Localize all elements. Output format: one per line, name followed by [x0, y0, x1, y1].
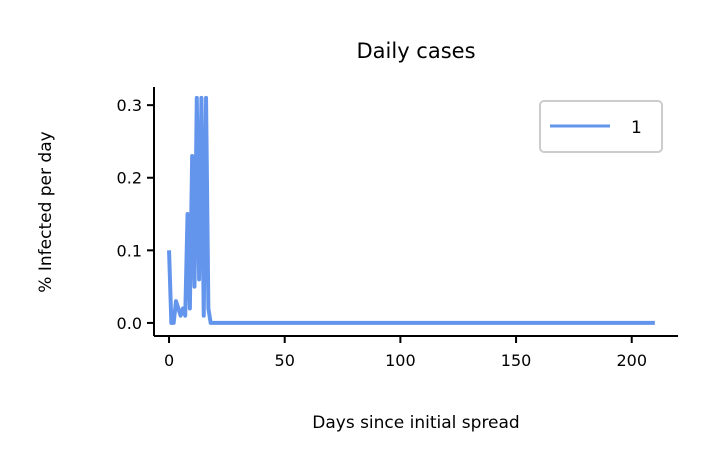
y-tick-label: 0.0 — [117, 314, 142, 333]
x-tick-label: 50 — [275, 351, 295, 370]
series-layer — [167, 95, 655, 325]
legend: 1 — [539, 100, 663, 153]
series-line-1 — [167, 95, 655, 325]
legend-label: 1 — [631, 118, 642, 138]
axis-ticks: 0 50 100 150 200 0.0 0.1 0.2 0.3 — [117, 96, 647, 370]
plot-area: 0 50 100 150 200 0.0 0.1 0.2 0.3 — [117, 87, 678, 370]
x-tick-label: 0 — [164, 351, 174, 370]
x-tick-label: 150 — [501, 351, 532, 370]
x-axis-label: Days since initial spread — [312, 413, 519, 433]
y-tick-label: 0.1 — [117, 241, 142, 260]
y-axis-label: % Infected per day — [36, 131, 56, 292]
x-tick-label: 200 — [616, 351, 647, 370]
y-tick-label: 0.3 — [117, 96, 142, 115]
y-tick-label: 0.2 — [117, 169, 142, 188]
x-tick-label: 100 — [385, 351, 416, 370]
chart-title: Daily cases — [356, 39, 475, 63]
